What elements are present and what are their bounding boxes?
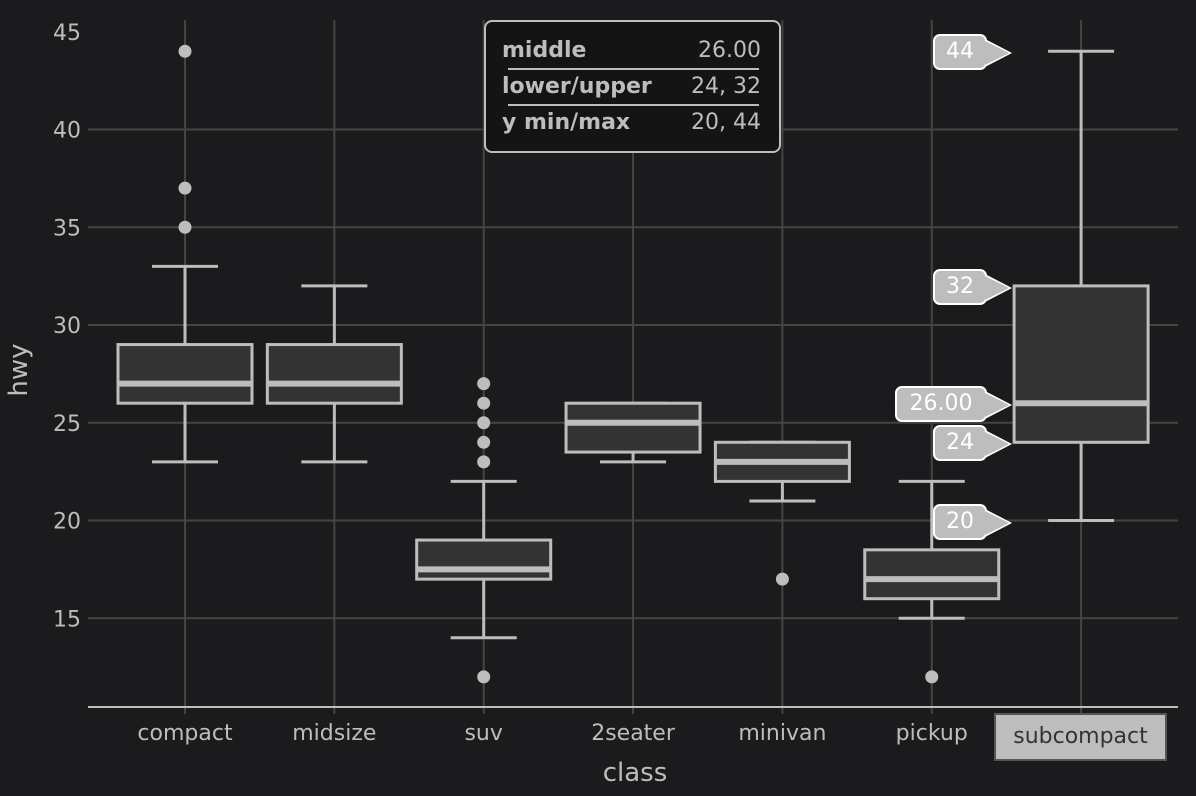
y-axis-title: hwy [4,343,34,396]
tooltip-value: 20, 44 [691,110,761,135]
tooltip-row-y-min-max: y min/max 20, 44 [502,106,761,140]
tooltip-row-lower-upper: lower/upper 24, 32 [502,70,761,104]
outlier-point[interactable] [178,181,192,195]
box-midsize[interactable] [265,284,403,464]
outlier-point[interactable] [477,435,491,449]
x-tick-label: 2seater [591,721,676,746]
tooltip-key: middle [502,38,587,63]
box-compact[interactable] [116,44,254,464]
x-tick-label: compact [137,721,233,746]
tooltip-value: 24, 32 [691,74,761,99]
value-callout: 24 [933,425,1012,462]
value-callout: 26.00 [895,386,1012,423]
tooltip-divider [508,68,759,70]
value-callout: 20 [933,503,1012,540]
tooltip-value: 26.00 [698,38,761,63]
x-axis-highlight-label: subcompact [994,713,1167,761]
x-tick-label: suv [464,721,502,746]
box-2seater[interactable] [564,401,702,464]
tooltip-key: y min/max [502,110,631,135]
outlier-point[interactable] [477,377,491,391]
outlier-point[interactable] [477,455,491,469]
tooltip-key: lower/upper [502,74,652,99]
outlier-point[interactable] [178,220,192,234]
tooltip-row-middle: middle 26.00 [502,34,761,68]
x-tick-label: minivan [738,721,826,746]
boxplot-series[interactable] [116,44,1150,684]
iqr-box[interactable] [863,548,1001,601]
y-tick-label: 30 [53,314,81,339]
box-suv[interactable] [415,377,553,684]
y-tick-label: 15 [53,607,81,632]
tooltip-divider [508,104,759,106]
outlier-point[interactable] [477,670,491,684]
y-tick-label: 25 [53,412,81,437]
outlier-point[interactable] [477,416,491,430]
x-tick-label: midsize [292,721,376,746]
iqr-box[interactable] [116,343,254,405]
iqr-box[interactable] [564,401,702,454]
y-tick-label: 40 [53,119,81,144]
axes: 15 20 25 30 35 40 45 compact midsize suv 2seater mi… [53,21,1178,746]
iqr-box[interactable] [415,538,553,581]
outlier-point[interactable] [925,670,939,684]
box-subcompact[interactable] [1012,49,1150,522]
y-tick-label: 20 [53,510,81,535]
y-tick-label: 45 [53,21,81,46]
iqr-box[interactable] [1012,284,1150,444]
y-tick-label: 35 [53,216,81,241]
iqr-box[interactable] [265,343,403,405]
box-minivan[interactable] [713,440,851,586]
box-pickup[interactable] [863,479,1001,684]
value-callout: 32 [933,268,1012,305]
outlier-point[interactable] [775,572,789,586]
value-callout: 44 [933,34,1012,71]
hover-tooltip: middle 26.00 lower/upper 24, 32 y min/ma… [484,20,781,153]
outlier-point[interactable] [477,396,491,410]
x-axis-title: class [603,758,668,788]
x-tick-label: pickup [896,721,968,746]
outlier-point[interactable] [178,44,192,58]
